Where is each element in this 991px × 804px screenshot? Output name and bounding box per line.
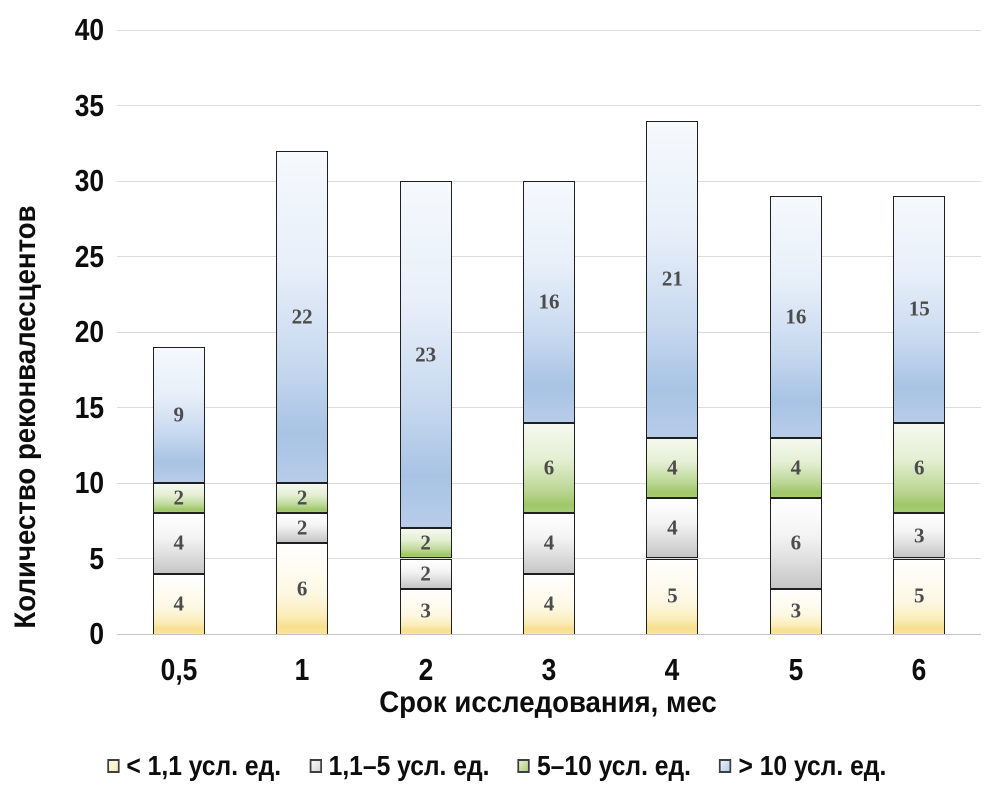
bar-1-value-label-2: 2 bbox=[296, 485, 308, 510]
y-tick-label-25: 25 bbox=[74, 238, 104, 274]
bar-5-segment-0 bbox=[769, 588, 822, 634]
bar-3-segment-0 bbox=[523, 573, 575, 634]
bar-2-value-label-0: 3 bbox=[420, 598, 431, 623]
legend-swatch-icon bbox=[309, 759, 322, 773]
bar-2-segment-1 bbox=[399, 558, 452, 589]
legend-swatch-icon bbox=[107, 759, 120, 773]
bar-4-value-label-1: 4 bbox=[667, 515, 678, 540]
bar-4-segment-0 bbox=[646, 558, 699, 634]
bar-6-segment-0 bbox=[893, 558, 946, 634]
bar-2-segment-0 bbox=[399, 588, 452, 634]
bar-2-segment-3 bbox=[399, 181, 452, 529]
legend-swatch-icon bbox=[517, 759, 530, 773]
bar-0-5-segment-3 bbox=[152, 347, 205, 483]
bar-0-5-value-label-1: 4 bbox=[173, 530, 184, 555]
y-tick-label-10: 10 bbox=[74, 465, 104, 500]
bar-3-segment-3 bbox=[523, 181, 575, 423]
bar-1-value-label-3: 22 bbox=[291, 304, 313, 329]
x-tick-label-4: 4 bbox=[665, 652, 680, 687]
legend-item-2: 5–10 усл. ед. bbox=[517, 750, 691, 782]
y-tick-label-0: 0 bbox=[89, 616, 104, 651]
bar-1-value-label-1: 2 bbox=[296, 515, 308, 540]
bar-6-value-label-3: 15 bbox=[908, 296, 930, 321]
bar-1-segment-0 bbox=[276, 543, 329, 634]
legend-item-1: 1,1–5 усл. ед. bbox=[309, 750, 489, 782]
bar-6-segment-2 bbox=[893, 422, 946, 514]
bar-3-value-label-1: 4 bbox=[543, 530, 555, 555]
bar-4-segment-1 bbox=[646, 498, 699, 559]
x-tick-label-5: 5 bbox=[788, 652, 804, 687]
gridline-y-35 bbox=[117, 105, 981, 106]
y-tick-label-35: 35 bbox=[74, 87, 104, 123]
bar-1-segment-3 bbox=[276, 150, 329, 483]
legend: < 1,1 усл. ед. 1,1–5 усл. ед. 5–10 усл. ед… bbox=[61, 750, 933, 782]
bar-6-value-label-0: 5 bbox=[914, 583, 925, 608]
bar-2-value-label-1: 2 bbox=[420, 561, 431, 586]
bar-0-5-segment-1 bbox=[152, 513, 205, 574]
legend-label: 5–10 усл. ед. bbox=[536, 750, 691, 781]
bar-2-value-label-3: 23 bbox=[415, 342, 437, 367]
bar-5-value-label-1: 6 bbox=[790, 530, 802, 555]
bar-2-value-label-2: 2 bbox=[420, 530, 431, 555]
bar-5-segment-2 bbox=[769, 437, 822, 499]
legend-swatch-icon bbox=[719, 759, 732, 773]
bar-0-5-segment-0 bbox=[152, 573, 205, 634]
bar-5-value-label-2: 4 bbox=[790, 455, 802, 480]
bar-3-segment-2 bbox=[523, 422, 575, 514]
legend-item-0: < 1,1 усл. ед. bbox=[107, 750, 281, 782]
x-tick-label-6: 6 bbox=[911, 652, 927, 687]
x-tick-label-2: 2 bbox=[418, 652, 433, 687]
x-tick-label-0-5: 0,5 bbox=[160, 652, 198, 687]
gridline-y-0 bbox=[117, 633, 981, 635]
bar-6-segment-1 bbox=[893, 513, 946, 559]
legend-item-3: > 10 усл. ед. bbox=[719, 750, 886, 782]
y-tick-label-20: 20 bbox=[74, 314, 104, 349]
gridline-y-40 bbox=[117, 29, 981, 31]
bar-1-value-label-0: 6 bbox=[296, 576, 308, 601]
bar-0-5-value-label-2: 2 bbox=[173, 485, 184, 510]
bar-3-value-label-2: 6 bbox=[543, 455, 555, 480]
y-tick-label-30: 30 bbox=[74, 163, 104, 198]
bar-2-segment-2 bbox=[399, 528, 452, 559]
bar-0-5-value-label-0: 4 bbox=[173, 591, 184, 616]
bar-6-value-label-2: 6 bbox=[914, 455, 925, 480]
bar-0-5-segment-2 bbox=[152, 483, 205, 514]
x-axis-title: Срок исследования, мес bbox=[379, 686, 717, 719]
bar-4-segment-2 bbox=[646, 437, 699, 499]
bar-4-value-label-2: 4 bbox=[667, 455, 678, 480]
bar-4-value-label-3: 21 bbox=[661, 266, 683, 291]
bar-0-5-value-label-3: 9 bbox=[173, 402, 184, 427]
x-tick-label-1: 1 bbox=[294, 652, 310, 687]
bar-4-segment-3 bbox=[646, 120, 699, 438]
bar-6-value-label-1: 3 bbox=[914, 523, 925, 548]
y-tick-label-15: 15 bbox=[74, 389, 104, 425]
bar-3-value-label-0: 4 bbox=[543, 591, 555, 616]
bar-4-value-label-0: 5 bbox=[667, 583, 678, 608]
bar-1-segment-1 bbox=[276, 513, 329, 544]
bar-6-segment-3 bbox=[893, 196, 946, 423]
legend-label: > 10 усл. ед. bbox=[738, 750, 887, 781]
bar-1-segment-2 bbox=[276, 483, 329, 514]
bar-5-segment-3 bbox=[769, 196, 822, 438]
legend-label: 1,1–5 усл. ед. bbox=[328, 750, 490, 781]
y-tick-label-40: 40 bbox=[74, 12, 104, 47]
bar-5-value-label-3: 16 bbox=[785, 304, 807, 329]
bar-3-segment-1 bbox=[523, 513, 575, 574]
bar-5-value-label-0: 3 bbox=[790, 598, 802, 623]
x-tick-label-3: 3 bbox=[541, 652, 557, 687]
legend-label: < 1,1 усл. ед. bbox=[126, 750, 282, 781]
bar-5-segment-1 bbox=[769, 498, 822, 589]
bar-3-value-label-3: 16 bbox=[538, 289, 560, 314]
y-tick-label-5: 5 bbox=[89, 540, 104, 576]
